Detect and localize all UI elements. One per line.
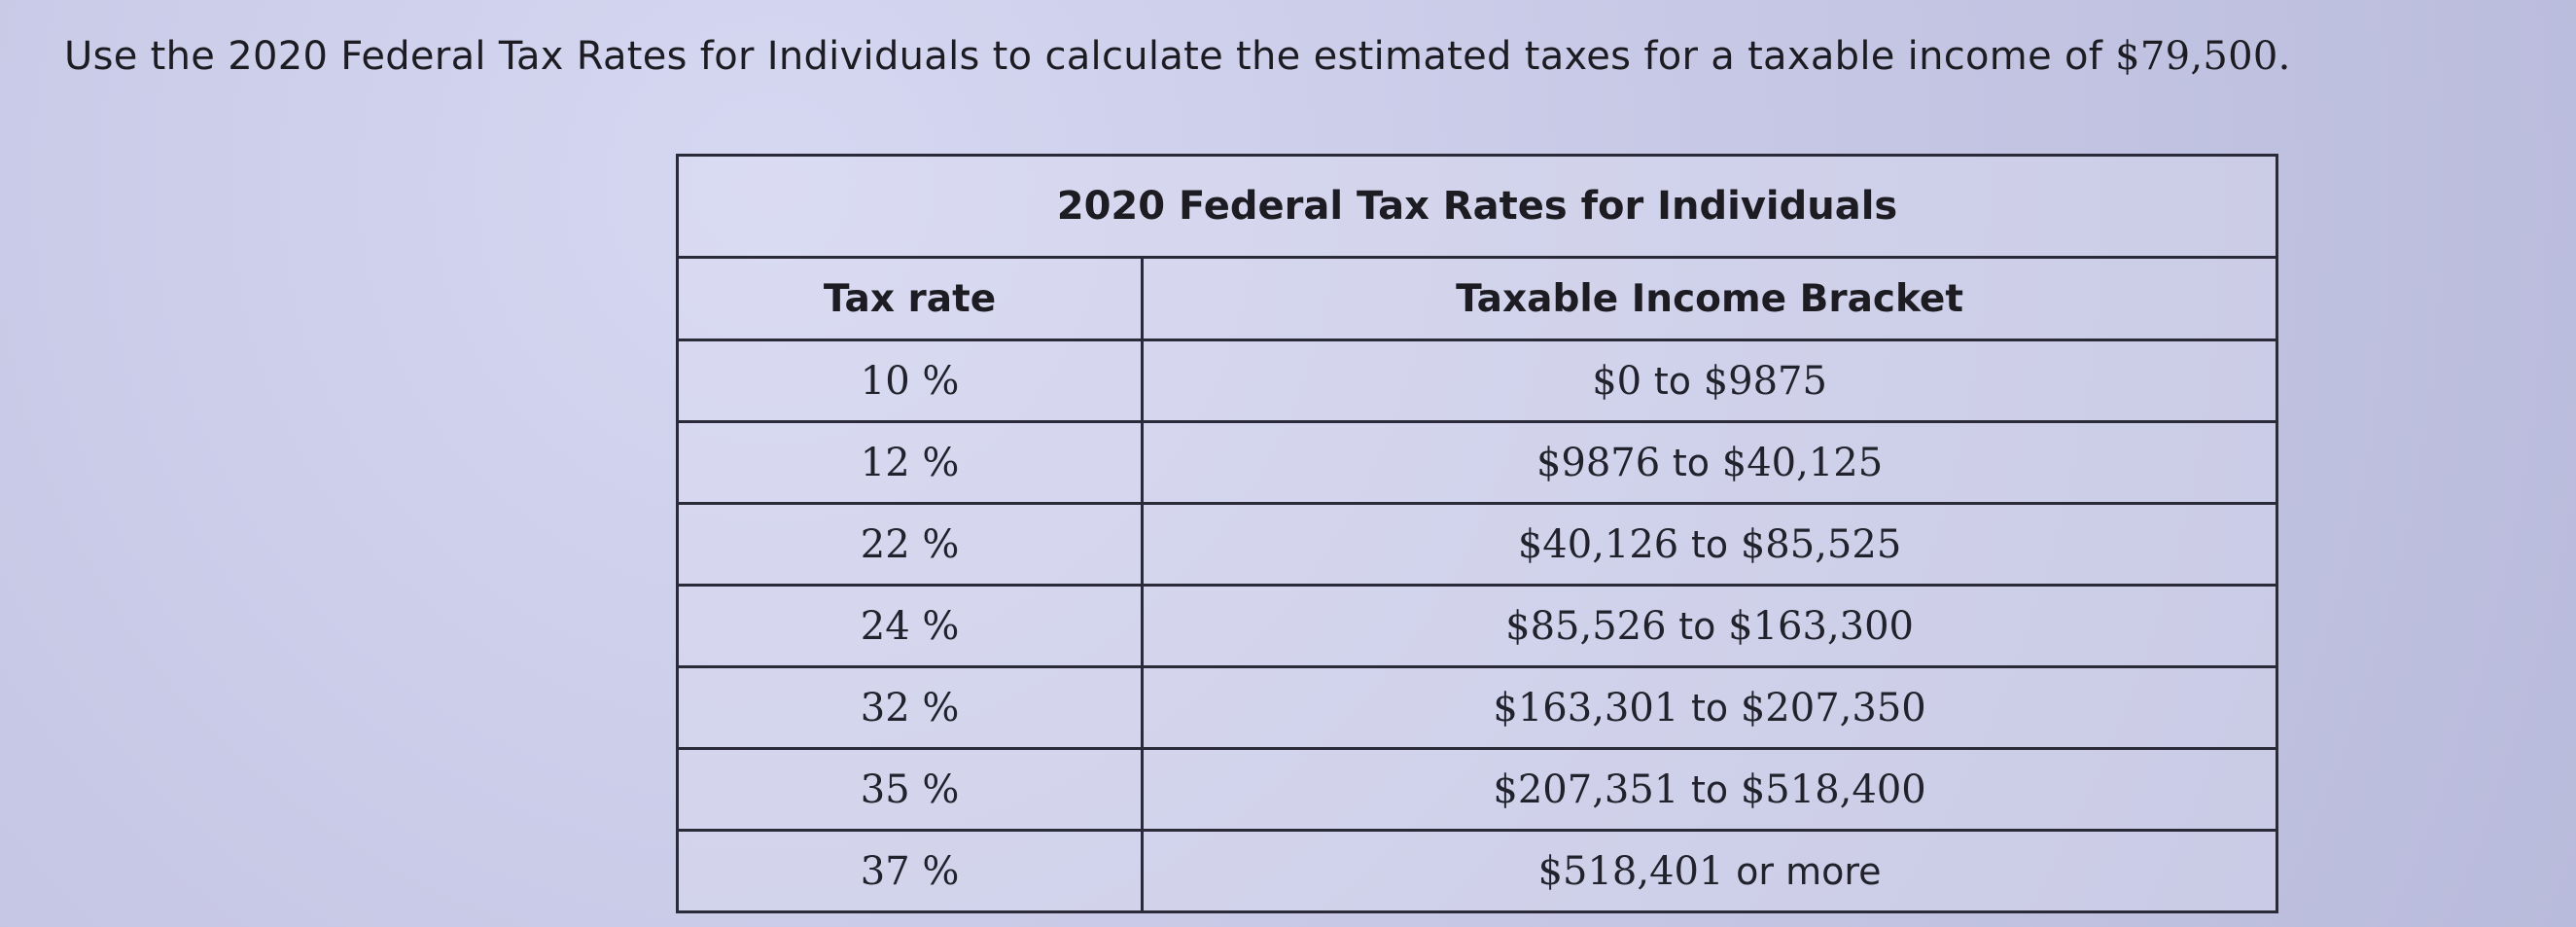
bracket-high: $40,125 [1721,440,1884,485]
bracket-low: $85,526 [1505,603,1667,649]
header-income-bracket: Taxable Income Bracket [1141,256,2278,341]
income-bracket-cell: $0 to $9875 [1141,339,2278,423]
bracket-low: $163,301 [1493,685,1679,731]
header-tax-rate: Tax rate [675,256,1145,341]
table-row: 37 % $518,401 or more [675,829,2278,913]
table-row: 24 % $85,526 to $163,300 [675,584,2278,668]
table-header-row: Tax rate Taxable Income Bracket [675,256,2278,341]
bracket-low: $207,351 [1493,767,1679,812]
tax-rates-table: 2020 Federal Tax Rates for Individuals T… [675,154,2278,913]
tax-rate-cell: 12 % [675,420,1145,505]
bracket-separator: to [1690,686,1729,730]
bracket-separator: to [1653,359,1691,403]
bracket-separator: to [1678,604,1716,648]
bracket-high: $85,525 [1740,521,1902,567]
income-bracket-cell: $518,401 or more [1141,829,2278,913]
income-bracket-cell: $9876 to $40,125 [1141,420,2278,505]
bracket-high: $163,300 [1728,603,1914,649]
tax-rate-cell: 32 % [675,665,1145,750]
question-text: Use the 2020 Federal Tax Rates for Indiv… [64,29,2554,84]
tax-rate-cell: 37 % [675,829,1145,913]
bracket-separator: to [1690,767,1729,811]
table-row: 12 % $9876 to $40,125 [675,420,2278,505]
table-caption: 2020 Federal Tax Rates for Individuals [676,154,2278,259]
tax-rate-cell: 24 % [675,584,1145,668]
tax-rate-cell: 10 % [675,339,1145,423]
bracket-high: $207,350 [1740,685,1926,731]
bracket-low: $40,126 [1517,521,1679,567]
table-row: 32 % $163,301 to $207,350 [675,665,2278,750]
bracket-high: $518,400 [1740,767,1926,812]
question-prompt: Use the 2020 Federal Tax Rates for Indiv… [64,34,2116,79]
income-bracket-cell: $207,351 to $518,400 [1141,747,2278,832]
table-row: 35 % $207,351 to $518,400 [675,747,2278,832]
income-bracket-cell: $163,301 to $207,350 [1141,665,2278,750]
tax-rate-cell: 22 % [675,502,1145,587]
bracket-low: $9876 [1535,440,1661,485]
bracket-low: $518,401 [1537,848,1724,894]
income-bracket-cell: $85,526 to $163,300 [1141,584,2278,668]
income-bracket-cell: $40,126 to $85,525 [1141,502,2278,587]
bracket-separator: to [1672,441,1711,484]
taxable-income-amount: $79,500. [2115,34,2291,79]
table-row: 10 % $0 to $9875 [675,339,2278,423]
bracket-separator: or more [1736,849,1882,893]
table-caption-row: 2020 Federal Tax Rates for Individuals [676,154,2278,259]
table-row: 22 % $40,126 to $85,525 [675,502,2278,587]
bracket-low: $0 [1592,358,1642,404]
bracket-high: $9875 [1703,358,1827,404]
bracket-separator: to [1690,522,1729,566]
tax-rate-cell: 35 % [675,747,1145,832]
